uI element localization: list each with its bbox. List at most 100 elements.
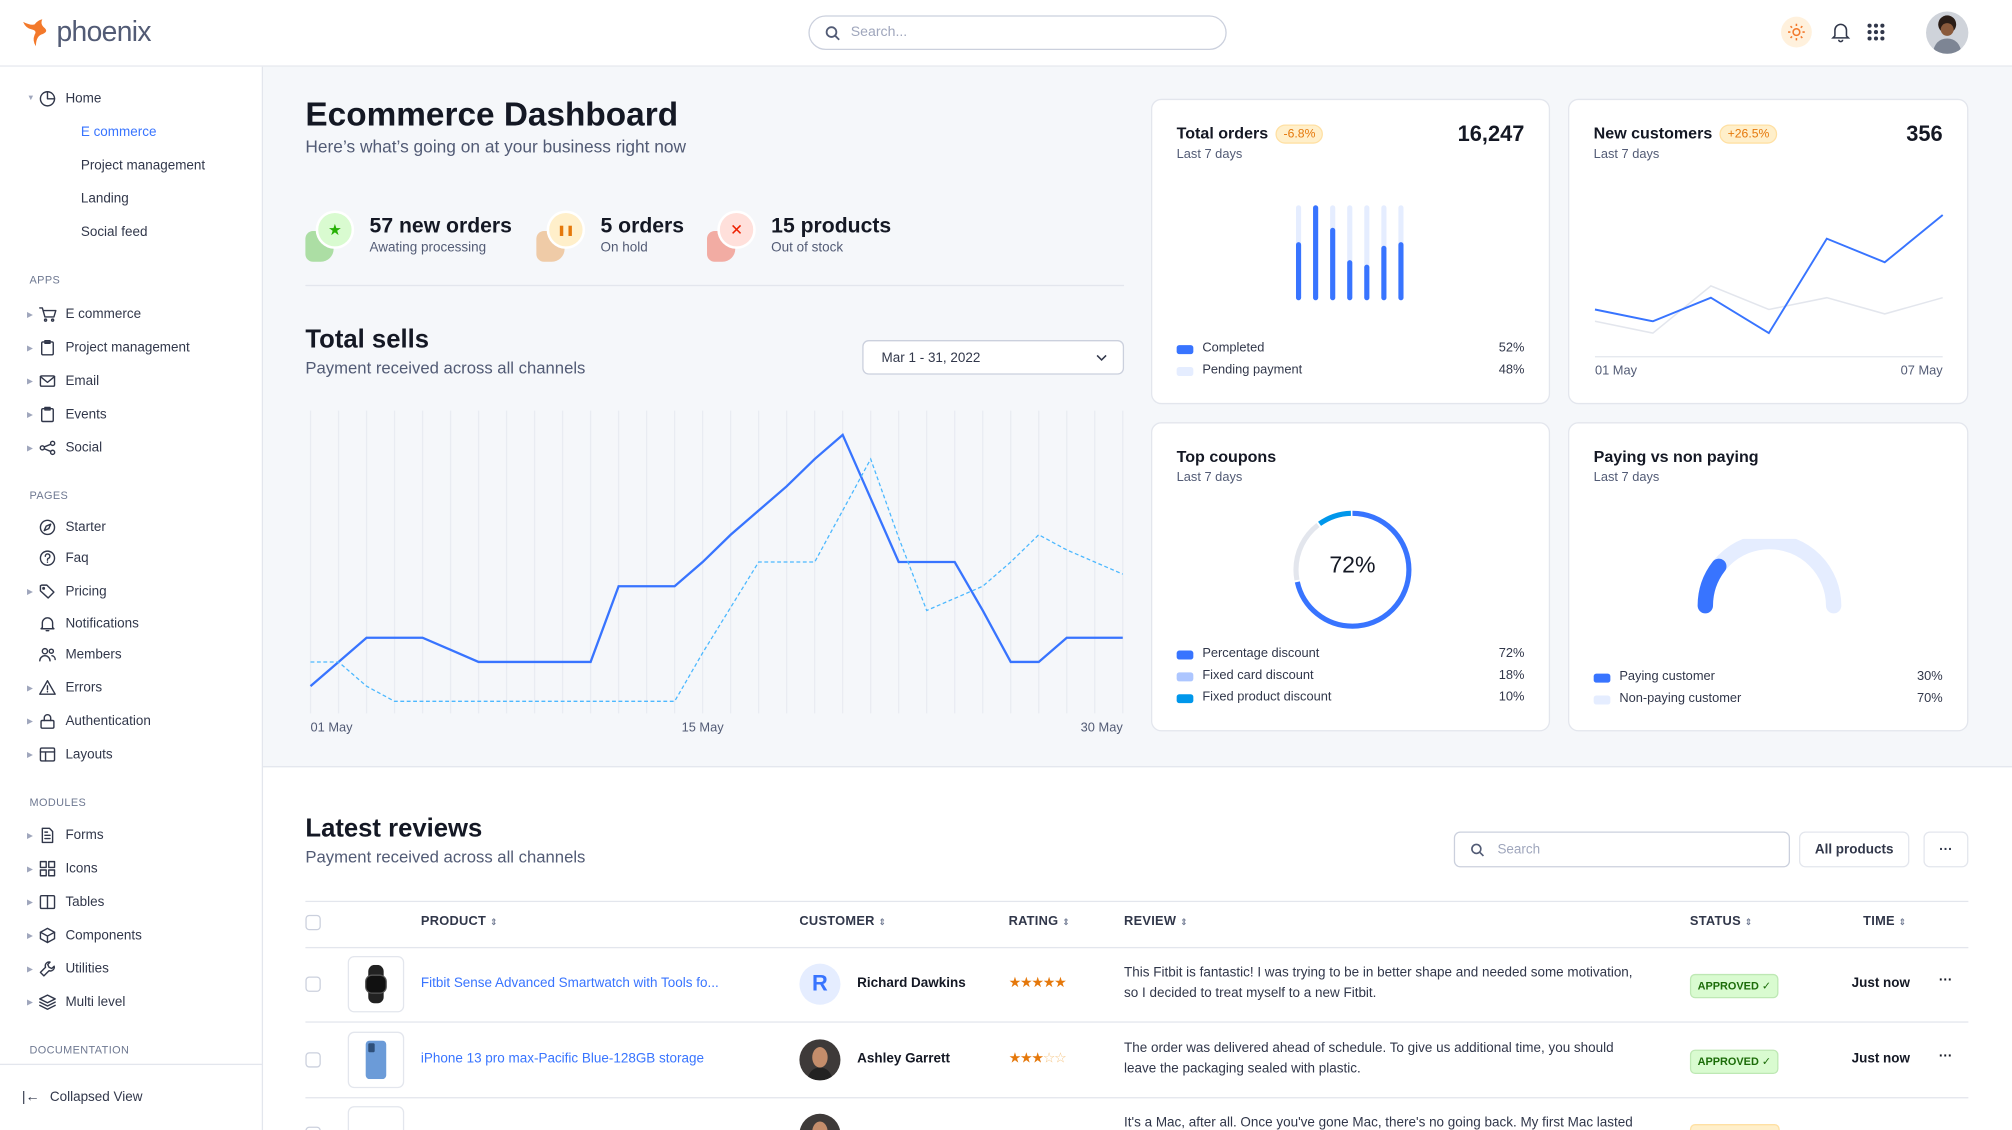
sidebar-item-starter[interactable]: Starter: [0, 516, 257, 539]
sidebar-subitem-e-commerce[interactable]: E commerce: [80, 124, 157, 140]
reviews-title: Latest reviews: [305, 814, 483, 844]
paying-card: Paying vs non paying Last 7 days Paying …: [1568, 422, 1969, 732]
select-all-checkbox[interactable]: [305, 914, 321, 931]
product-thumbnail[interactable]: [347, 1031, 405, 1089]
review-time: Just now: [1851, 975, 1911, 991]
sidebar-item-tables[interactable]: ▶ Tables: [0, 891, 257, 914]
sidebar-item-multi-level[interactable]: ▶ Multi level: [0, 991, 257, 1014]
product-thumbnail[interactable]: [347, 955, 405, 1013]
row-checkbox[interactable]: [305, 1126, 321, 1130]
stats-divider: [305, 284, 1125, 287]
legend-swatch: [1176, 366, 1194, 376]
sort-icon: ⇕: [1898, 918, 1907, 928]
caret-right-icon: ▶: [26, 832, 33, 840]
pie-chart-icon: [39, 91, 56, 107]
sidebar-item-pricing[interactable]: ▶ Pricing: [0, 580, 257, 603]
global-search-input[interactable]: Search...: [808, 15, 1227, 51]
apps-grid-button[interactable]: [1861, 17, 1892, 48]
sidebar-item-faq[interactable]: Faq: [0, 547, 257, 570]
collapsed-view-button[interactable]: |← Collapsed View: [22, 1089, 143, 1104]
legend-label: Non-paying customer: [1619, 691, 1742, 706]
sidebar-divider: [0, 1063, 264, 1066]
caret-right-icon: ▶: [26, 411, 33, 419]
reviews-search-input[interactable]: Search: [1453, 831, 1791, 868]
sidebar-item-email[interactable]: ▶ Email: [0, 370, 257, 393]
row-checkbox[interactable]: [305, 1052, 321, 1068]
sidebar-item-e-commerce[interactable]: ▶ E commerce: [0, 303, 257, 326]
caret-right-icon: ▶: [26, 684, 33, 693]
x-tick-label: 07 May: [1901, 363, 1944, 378]
product-link[interactable]: iPhone 13 pro max-Pacific Blue-128GB sto…: [420, 1050, 704, 1067]
sidebar-item-label: Social: [65, 440, 103, 456]
sidebar-item-social[interactable]: ▶ Social: [0, 436, 257, 459]
sidebar-item-forms[interactable]: ▶ Forms: [0, 824, 257, 847]
date-range-select[interactable]: Mar 1 - 31, 2022: [862, 340, 1125, 375]
gauge-track: [1697, 538, 1842, 614]
x-tick-label: 01 May: [311, 719, 354, 734]
grid-dots-icon: [1867, 23, 1885, 41]
customer-name[interactable]: Richard Dawkins: [857, 975, 966, 991]
caret-right-icon: ▶: [26, 865, 33, 874]
review-text: The order was delivered ahead of schedul…: [1124, 1040, 1614, 1057]
sidebar-item-label: Home: [65, 91, 102, 107]
column-header-status[interactable]: STATUS ⇕: [1689, 914, 1753, 930]
row-checkbox[interactable]: [305, 976, 321, 992]
user-avatar[interactable]: [1926, 11, 1969, 54]
product-thumbnail[interactable]: [347, 1106, 405, 1130]
sidebar-subitem-social-feed[interactable]: Social feed: [80, 224, 148, 240]
legend-value: 10%: [1498, 690, 1525, 705]
star-filled-icon: ★: [1008, 975, 1022, 991]
star-filled-icon: ★: [1019, 975, 1033, 991]
sidebar-item-notifications[interactable]: Notifications: [0, 612, 257, 635]
series-line-1: [1594, 285, 1943, 334]
legend-swatch: [1593, 673, 1611, 683]
sidebar-item-members[interactable]: Members: [0, 643, 257, 666]
legend-item: Completed 52%: [1176, 341, 1524, 359]
total-orders-value: 16,247: [1457, 121, 1525, 147]
sidebar-item-authentication[interactable]: ▶ Authentication: [0, 710, 257, 733]
clipboard-icon: [40, 406, 54, 423]
theme-toggle-button[interactable]: [1781, 16, 1812, 48]
stat-label: On hold: [600, 239, 648, 256]
donut-center-label: 72%: [1329, 551, 1376, 578]
caret-down-icon: ▼: [26, 94, 35, 103]
column-header-customer[interactable]: CUSTOMER ⇕: [799, 914, 887, 930]
customer-name[interactable]: Ashley Garrett: [857, 1050, 951, 1067]
sidebar-item-icons[interactable]: ▶ Icons: [0, 857, 257, 880]
orders-bar-chart: [1295, 205, 1404, 301]
product-link[interactable]: Fitbit Sense Advanced Smartwatch with To…: [420, 975, 719, 991]
sidebar-subitem-project-management[interactable]: Project management: [80, 157, 206, 174]
sidebar-item-components[interactable]: ▶ Components: [0, 924, 257, 947]
app-name[interactable]: phoenix: [56, 15, 151, 48]
sidebar-item-layouts[interactable]: ▶ Layouts: [0, 743, 257, 766]
sidebar-item-utilities[interactable]: ▶ Utilities: [0, 957, 257, 980]
sun-icon: [1788, 23, 1805, 41]
top-navbar: phoenix Search...: [0, 0, 2012, 67]
all-products-button[interactable]: All products: [1798, 831, 1910, 868]
column-header-rating[interactable]: RATING ⇕: [1008, 914, 1070, 930]
sort-icon: ⇕: [878, 918, 887, 928]
column-header-product[interactable]: PRODUCT ⇕: [420, 914, 498, 930]
legend-swatch: [1176, 672, 1194, 682]
row-actions-button[interactable]: ···: [1938, 972, 1953, 989]
notifications-button[interactable]: [1825, 17, 1856, 48]
caret-right-icon: ▶: [26, 444, 33, 453]
legend-item: Fixed card discount 18%: [1176, 669, 1524, 687]
row-actions-button[interactable]: ···: [1938, 1048, 1953, 1064]
column-header-time[interactable]: TIME ⇕: [1863, 914, 1907, 930]
sidebar-subitem-landing[interactable]: Landing: [80, 191, 129, 207]
sidebar-item-events[interactable]: ▶ Events: [0, 403, 257, 426]
top-coupons-card: Top coupons Last 7 days 72% Percentage d…: [1150, 422, 1551, 732]
sidebar-item-project-management[interactable]: ▶ Project management: [0, 336, 257, 359]
search-placeholder: Search: [1497, 841, 1541, 858]
new-customers-card: New customers +26.5% Last 7 days 356 01 M…: [1568, 98, 1969, 405]
legend-label: Fixed product discount: [1202, 690, 1332, 705]
sort-icon: ⇕: [1744, 918, 1753, 928]
row-border: [305, 1021, 1969, 1023]
mail-icon: [39, 375, 56, 387]
sidebar-item-home[interactable]: ▼ Home: [0, 87, 257, 110]
column-header-review[interactable]: REVIEW ⇕: [1124, 914, 1188, 930]
more-options-button[interactable]: ···: [1923, 831, 1969, 868]
sidebar-item-errors[interactable]: ▶ Errors: [0, 676, 257, 699]
sidebar-item-label: Forms: [65, 827, 104, 844]
